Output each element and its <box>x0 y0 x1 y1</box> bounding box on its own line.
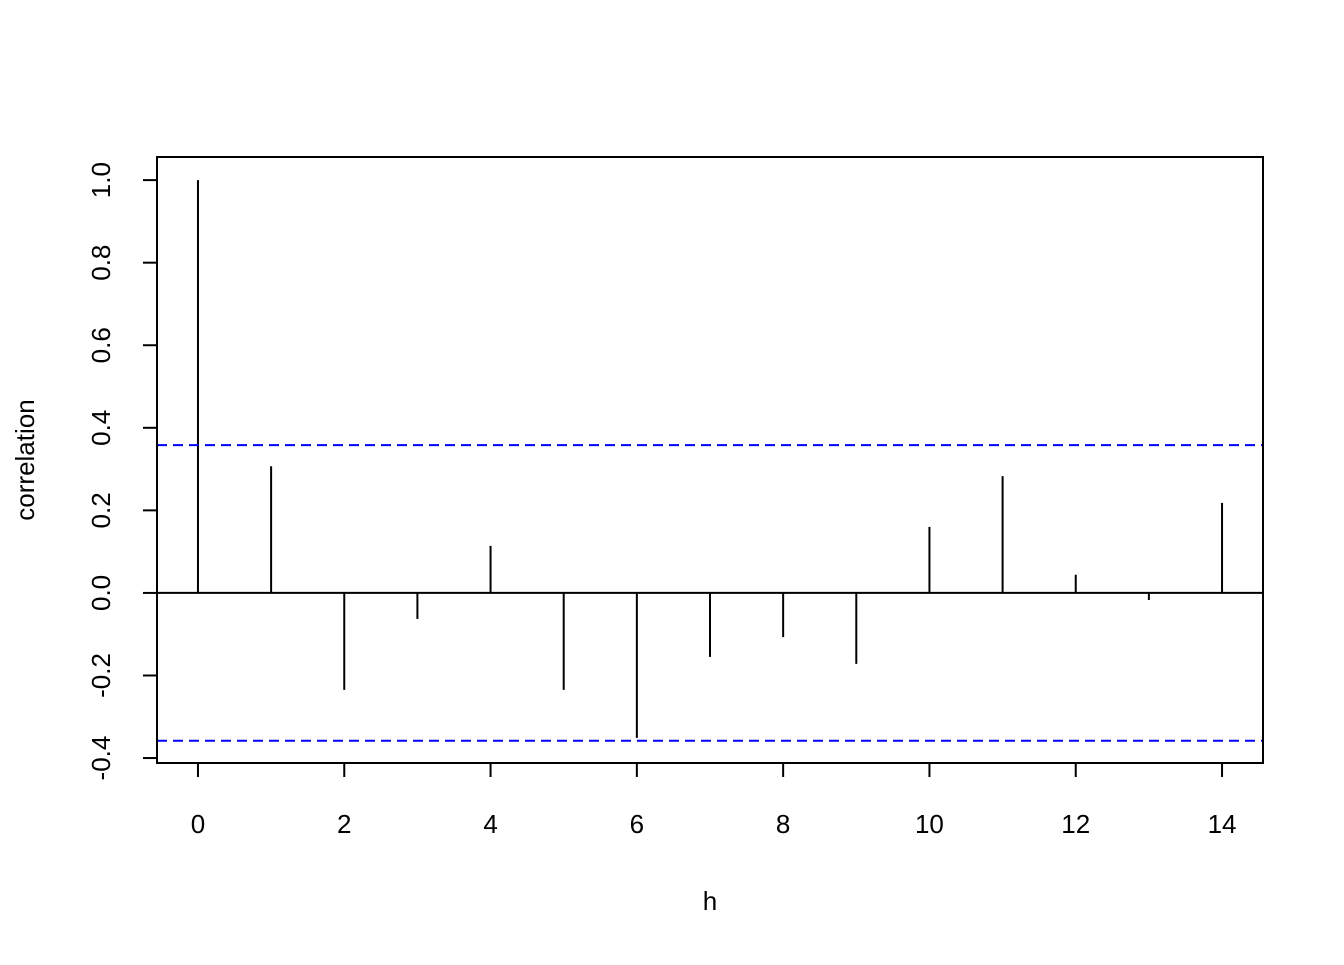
y-tick-label: 0.8 <box>86 245 116 281</box>
x-tick-label: 4 <box>483 809 497 839</box>
y-tick-label: 0.0 <box>86 575 116 611</box>
y-tick-label: 0.4 <box>86 410 116 446</box>
y-tick-label: 0.2 <box>86 492 116 528</box>
y-tick-label: -0.2 <box>86 653 116 698</box>
plot-frame <box>156 156 1264 764</box>
x-tick-label: 10 <box>915 809 944 839</box>
x-tick-label: 0 <box>191 809 205 839</box>
x-tick-label: 8 <box>776 809 790 839</box>
x-tick-label: 12 <box>1061 809 1090 839</box>
x-tick-label: 14 <box>1208 809 1237 839</box>
y-axis-label: correlation <box>10 399 40 520</box>
y-tick-label: 0.6 <box>86 327 116 363</box>
y-tick-label: 1.0 <box>86 162 116 198</box>
x-axis-label: h <box>703 886 717 916</box>
x-tick-label: 2 <box>337 809 351 839</box>
y-tick-label: -0.4 <box>86 736 116 781</box>
x-tick-label: 6 <box>630 809 644 839</box>
